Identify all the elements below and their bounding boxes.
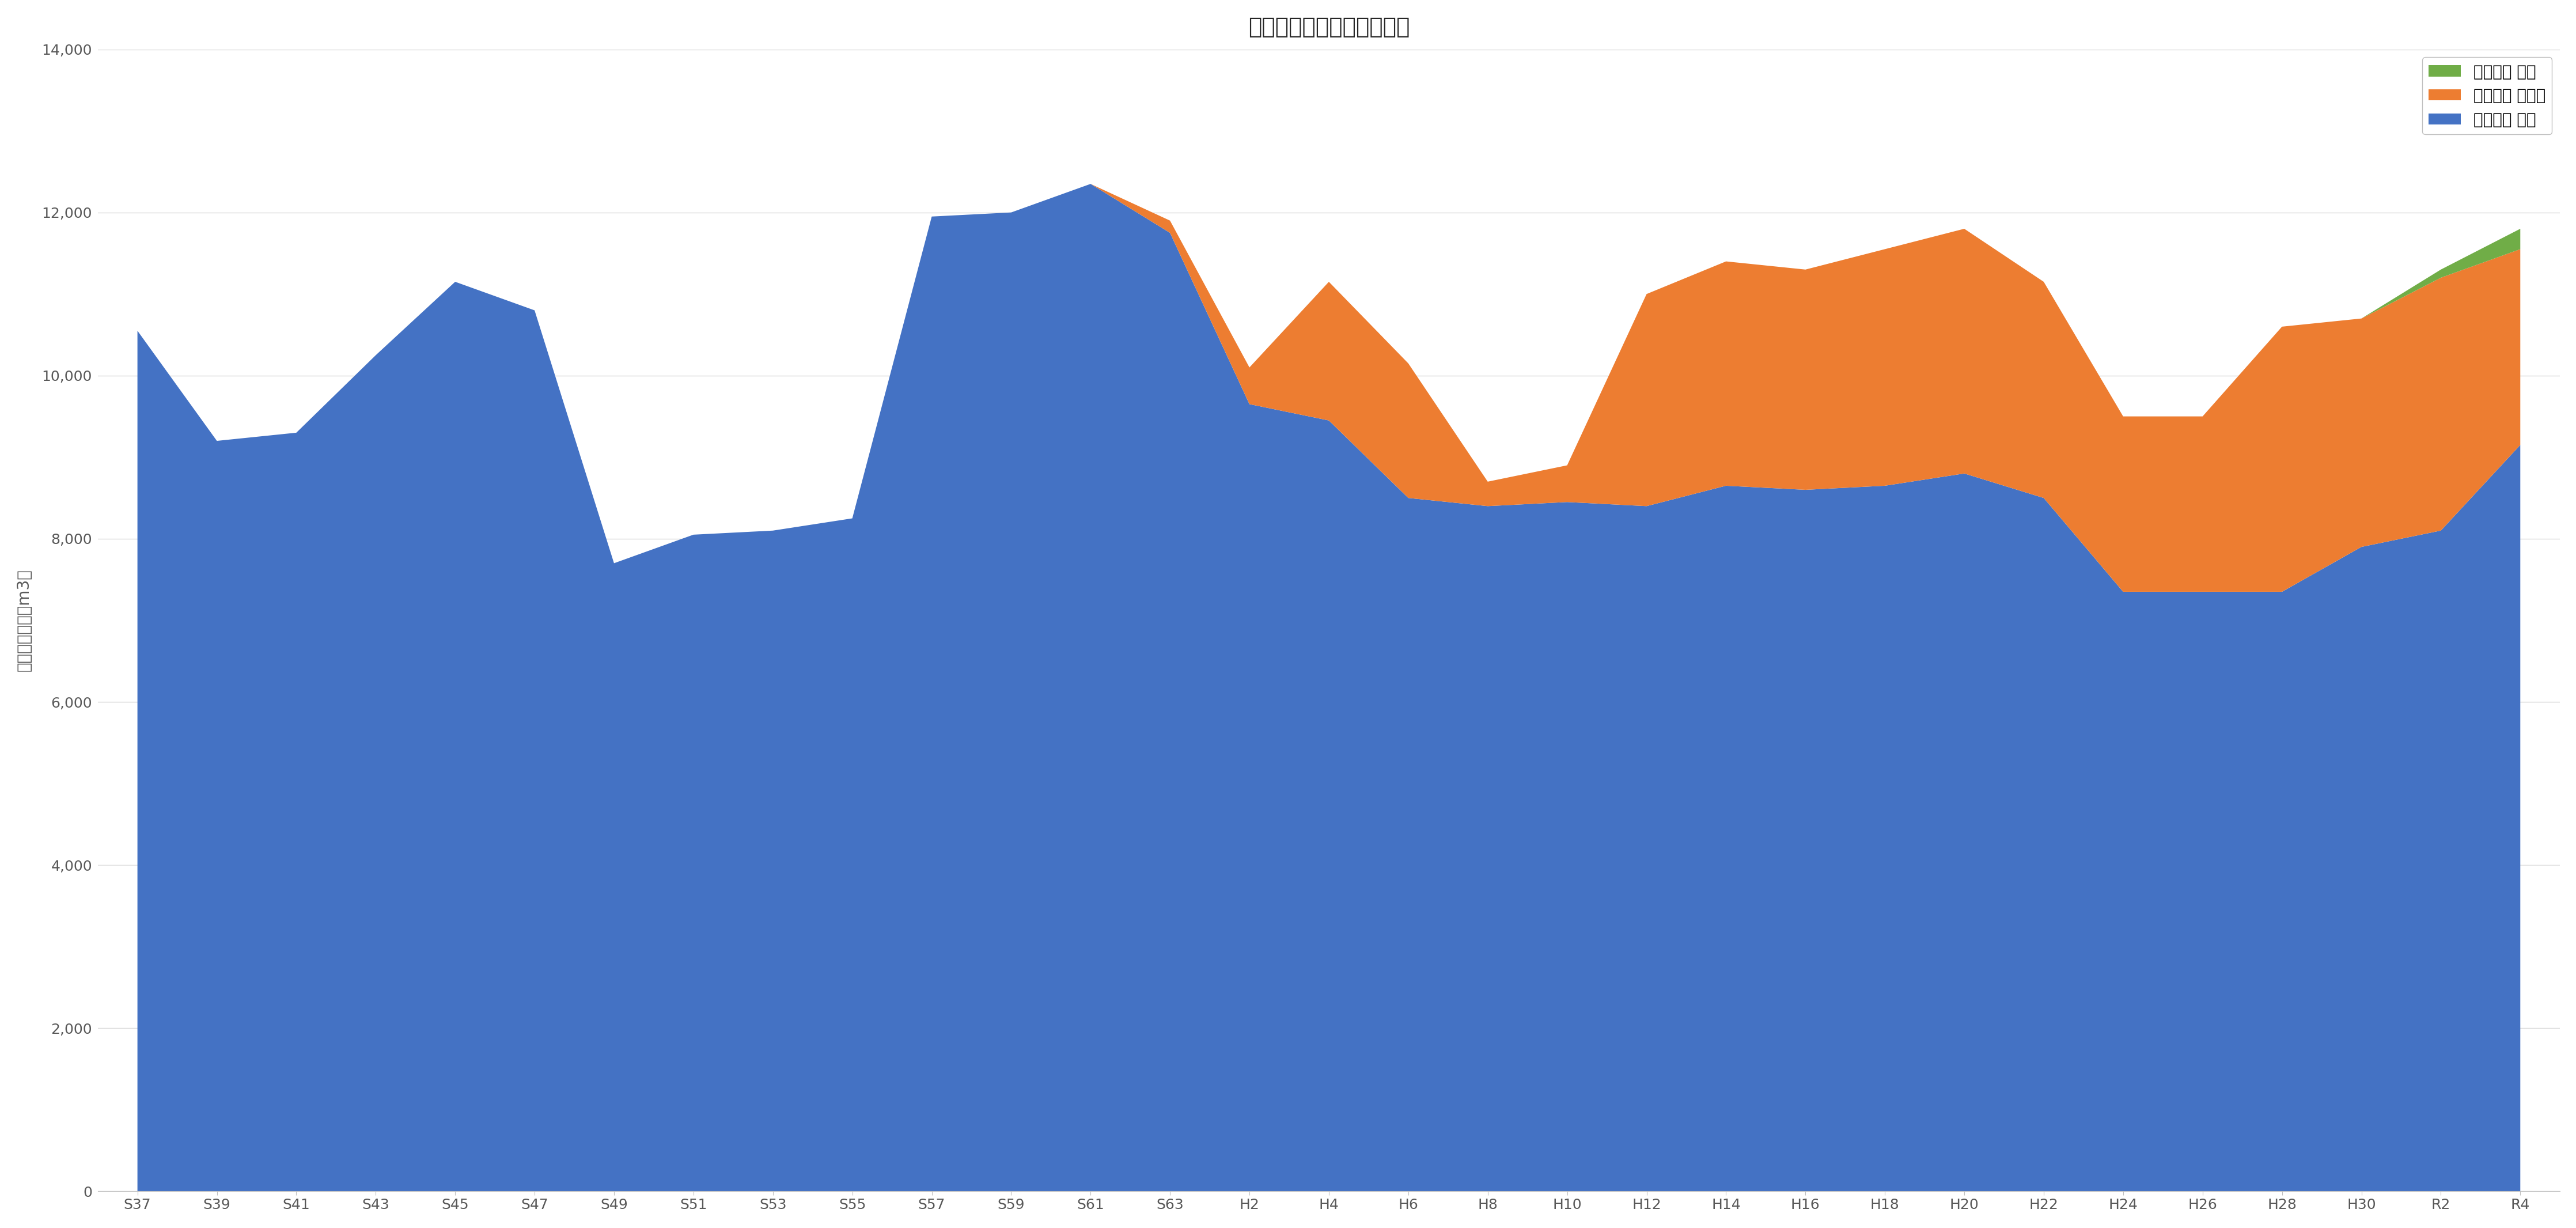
Legend: 実給水量 福田, 実給水量 八幡原, 実給水量 酒田: 実給水量 福田, 実給水量 八幡原, 実給水量 酒田 xyxy=(2421,58,2553,135)
Y-axis label: 実供給水量（千m3）: 実供給水量（千m3） xyxy=(15,569,31,672)
Title: 給水流量の推移（年度末）: 給水流量の推移（年度末） xyxy=(1249,16,1409,38)
